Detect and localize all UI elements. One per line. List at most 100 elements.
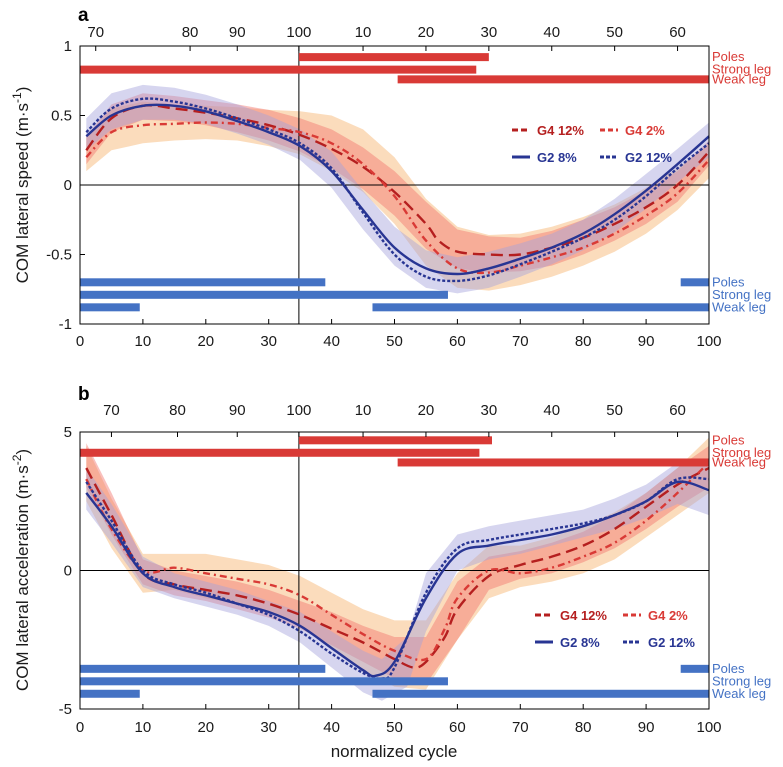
panel-a-xtick-label: 80	[575, 333, 592, 350]
panel-b-xtick-label: 30	[260, 719, 277, 736]
panel-b-bottom-bar-label-weak-leg: Weak leg	[712, 686, 766, 701]
panel-b-xtick-label: 80	[575, 719, 592, 736]
panel-b-top-tick-label: 10	[355, 402, 372, 419]
panel-b-bottom-bar-poles-0	[80, 664, 326, 673]
panel-a-top-tick-label: 40	[543, 24, 560, 41]
panel-b-series-g2-8-	[85, 480, 710, 678]
panel-a-legend-label-3: G2 12%	[625, 150, 672, 165]
x-axis-label: normalized cycle	[331, 742, 458, 761]
panel-a-xtick-label: 70	[512, 333, 529, 350]
panel-a-legend-label-0: G4 12%	[537, 123, 584, 138]
panel-b-series-g4-12-	[85, 466, 710, 669]
panel-b-xtick-label: 0	[76, 719, 84, 736]
panel-a-bottom-bar-weak-leg-0	[80, 303, 140, 312]
panel-b-top-tick-label: 50	[606, 402, 623, 419]
panel-b-confidence-band-0	[86, 437, 710, 690]
panel-a-bottom-bar-weak-leg-1	[372, 303, 709, 312]
panel-a-top-bar-label-poles: Poles	[712, 49, 745, 64]
panel-a-xtick-label: 0	[76, 333, 84, 350]
panel-b-top-tick-label: 60	[669, 402, 686, 419]
panel-b-top-tick-label: 40	[543, 402, 560, 419]
panel-b-top-tick-label: 90	[229, 402, 246, 419]
panel-a-top-bar-poles-0	[298, 53, 489, 62]
panel-a-xtick-label: 20	[197, 333, 214, 350]
panel-a-top-tick-label: 70	[87, 24, 104, 41]
panel-b-legend-label-0: G4 12%	[560, 608, 607, 623]
panel-b-legend-label-3: G2 12%	[648, 635, 695, 650]
panel-a-top-tick-label: 50	[606, 24, 623, 41]
panel-b-series-g2-12-	[85, 476, 710, 680]
panel-b-top-bar-label-poles: Poles	[712, 432, 745, 447]
panel-a-bottom-bar-label-weak-leg: Weak leg	[712, 299, 766, 314]
panel-a-top-tick-label: 30	[481, 24, 498, 41]
panel-a-top-tick-label: 90	[229, 24, 246, 41]
panel-a-ylabel: COM lateral speed (m·s-1)	[10, 87, 32, 284]
panel-b-xtick-label: 10	[135, 719, 152, 736]
panel-b-xtick-label: 70	[512, 719, 529, 736]
panel-b-top-bar-strong-leg-0	[80, 448, 480, 457]
panel-a-ytick-label: 1	[64, 38, 72, 55]
panel-a-ytick-label: -0.5	[46, 247, 72, 264]
panel-a-bottom-bar-label-poles: Poles	[712, 274, 745, 289]
panel-a-series-g4-2-	[85, 121, 710, 275]
panel-a-ytick-label: -1	[59, 316, 72, 333]
panel-b-top-bar-poles-0	[298, 436, 492, 445]
panel-b-bottom-bar-weak-leg-0	[80, 689, 140, 698]
panel-b-confidence-band-2	[86, 462, 710, 701]
panel-b-top-tick-label: 70	[103, 402, 120, 419]
panel-b-xtick-label: 50	[386, 719, 403, 736]
panel-b-top-tick-label: 20	[418, 402, 435, 419]
panel-b-xtick-label: 90	[638, 719, 655, 736]
panel-a-xtick-label: 10	[135, 333, 152, 350]
panel-b-xtick-label: 20	[197, 719, 214, 736]
panel-b-xtick-label: 100	[696, 719, 721, 736]
panel-a-bottom-bar-poles-0	[80, 278, 326, 287]
panel-a-xtick-label: 50	[386, 333, 403, 350]
panel-a-top-tick-label: 60	[669, 24, 686, 41]
panel-b-ylabel: COM lateral acceleration (m·s-2)	[10, 449, 32, 691]
panel-b-xtick-label: 60	[449, 719, 466, 736]
panel-a-top-bar-label-strong-leg: Strong leg	[712, 62, 771, 77]
panel-b-bottom-bar-poles-1	[680, 664, 709, 673]
panel-a-bottom-bar-label-strong-leg: Strong leg	[712, 287, 771, 302]
panel-b-series-g4-2-	[85, 461, 710, 662]
panel-a-series-g2-8-	[85, 103, 710, 276]
panel-b-bottom-bar-weak-leg-1	[372, 689, 709, 698]
panel-a-top-tick-label: 100	[286, 24, 311, 41]
panel-b-legend-label-1: G4 2%	[648, 608, 688, 623]
panel-a-xtick-label: 30	[260, 333, 277, 350]
panel-b-ytick-label: 0	[64, 563, 72, 580]
panel-a-top-tick-label: 80	[182, 24, 199, 41]
panel-a-xtick-label: 90	[638, 333, 655, 350]
panel-a-series-g4-12-	[85, 104, 710, 257]
panel-a-legend-label-2: G2 8%	[537, 150, 577, 165]
panel-a-confidence-band-2	[86, 84, 710, 294]
panel-a-letter: a	[78, 5, 89, 26]
panel-a-ytick-label: 0.5	[51, 108, 72, 125]
panel-b-letter: b	[78, 384, 90, 405]
panel-b-ytick-label: -5	[59, 701, 72, 718]
panel-b-top-bar-label-strong-leg: Strong leg	[712, 445, 771, 460]
panel-b-legend-label-2: G2 8%	[560, 635, 600, 650]
panel-a-xtick-label: 60	[449, 333, 466, 350]
panel-a-top-bar-strong-leg-0	[80, 65, 477, 74]
panel-a-top-tick-label: 20	[418, 24, 435, 41]
panel-b-bottom-bar-label-strong-leg: Strong leg	[712, 673, 771, 688]
panel-a-xtick-label: 100	[696, 333, 721, 350]
panel-a-bottom-bar-poles-1	[680, 278, 709, 287]
panel-b-top-tick-label: 30	[481, 402, 498, 419]
panel-b-top-bar-weak-leg-0	[397, 458, 709, 467]
panel-a-ytick-label: 0	[64, 177, 72, 194]
panel-b-top-tick-label: 80	[169, 402, 186, 419]
panel-b-ytick-label: 5	[64, 424, 72, 441]
panel-a-top-bar-label-weak-leg: Weak leg	[712, 71, 766, 86]
panel-a-top-bar-weak-leg-0	[397, 75, 709, 84]
panel-a-top-tick-label: 10	[355, 24, 372, 41]
panel-a-legend-label-1: G4 2%	[625, 123, 665, 138]
panel-b-bottom-bar-label-poles: Poles	[712, 661, 745, 676]
